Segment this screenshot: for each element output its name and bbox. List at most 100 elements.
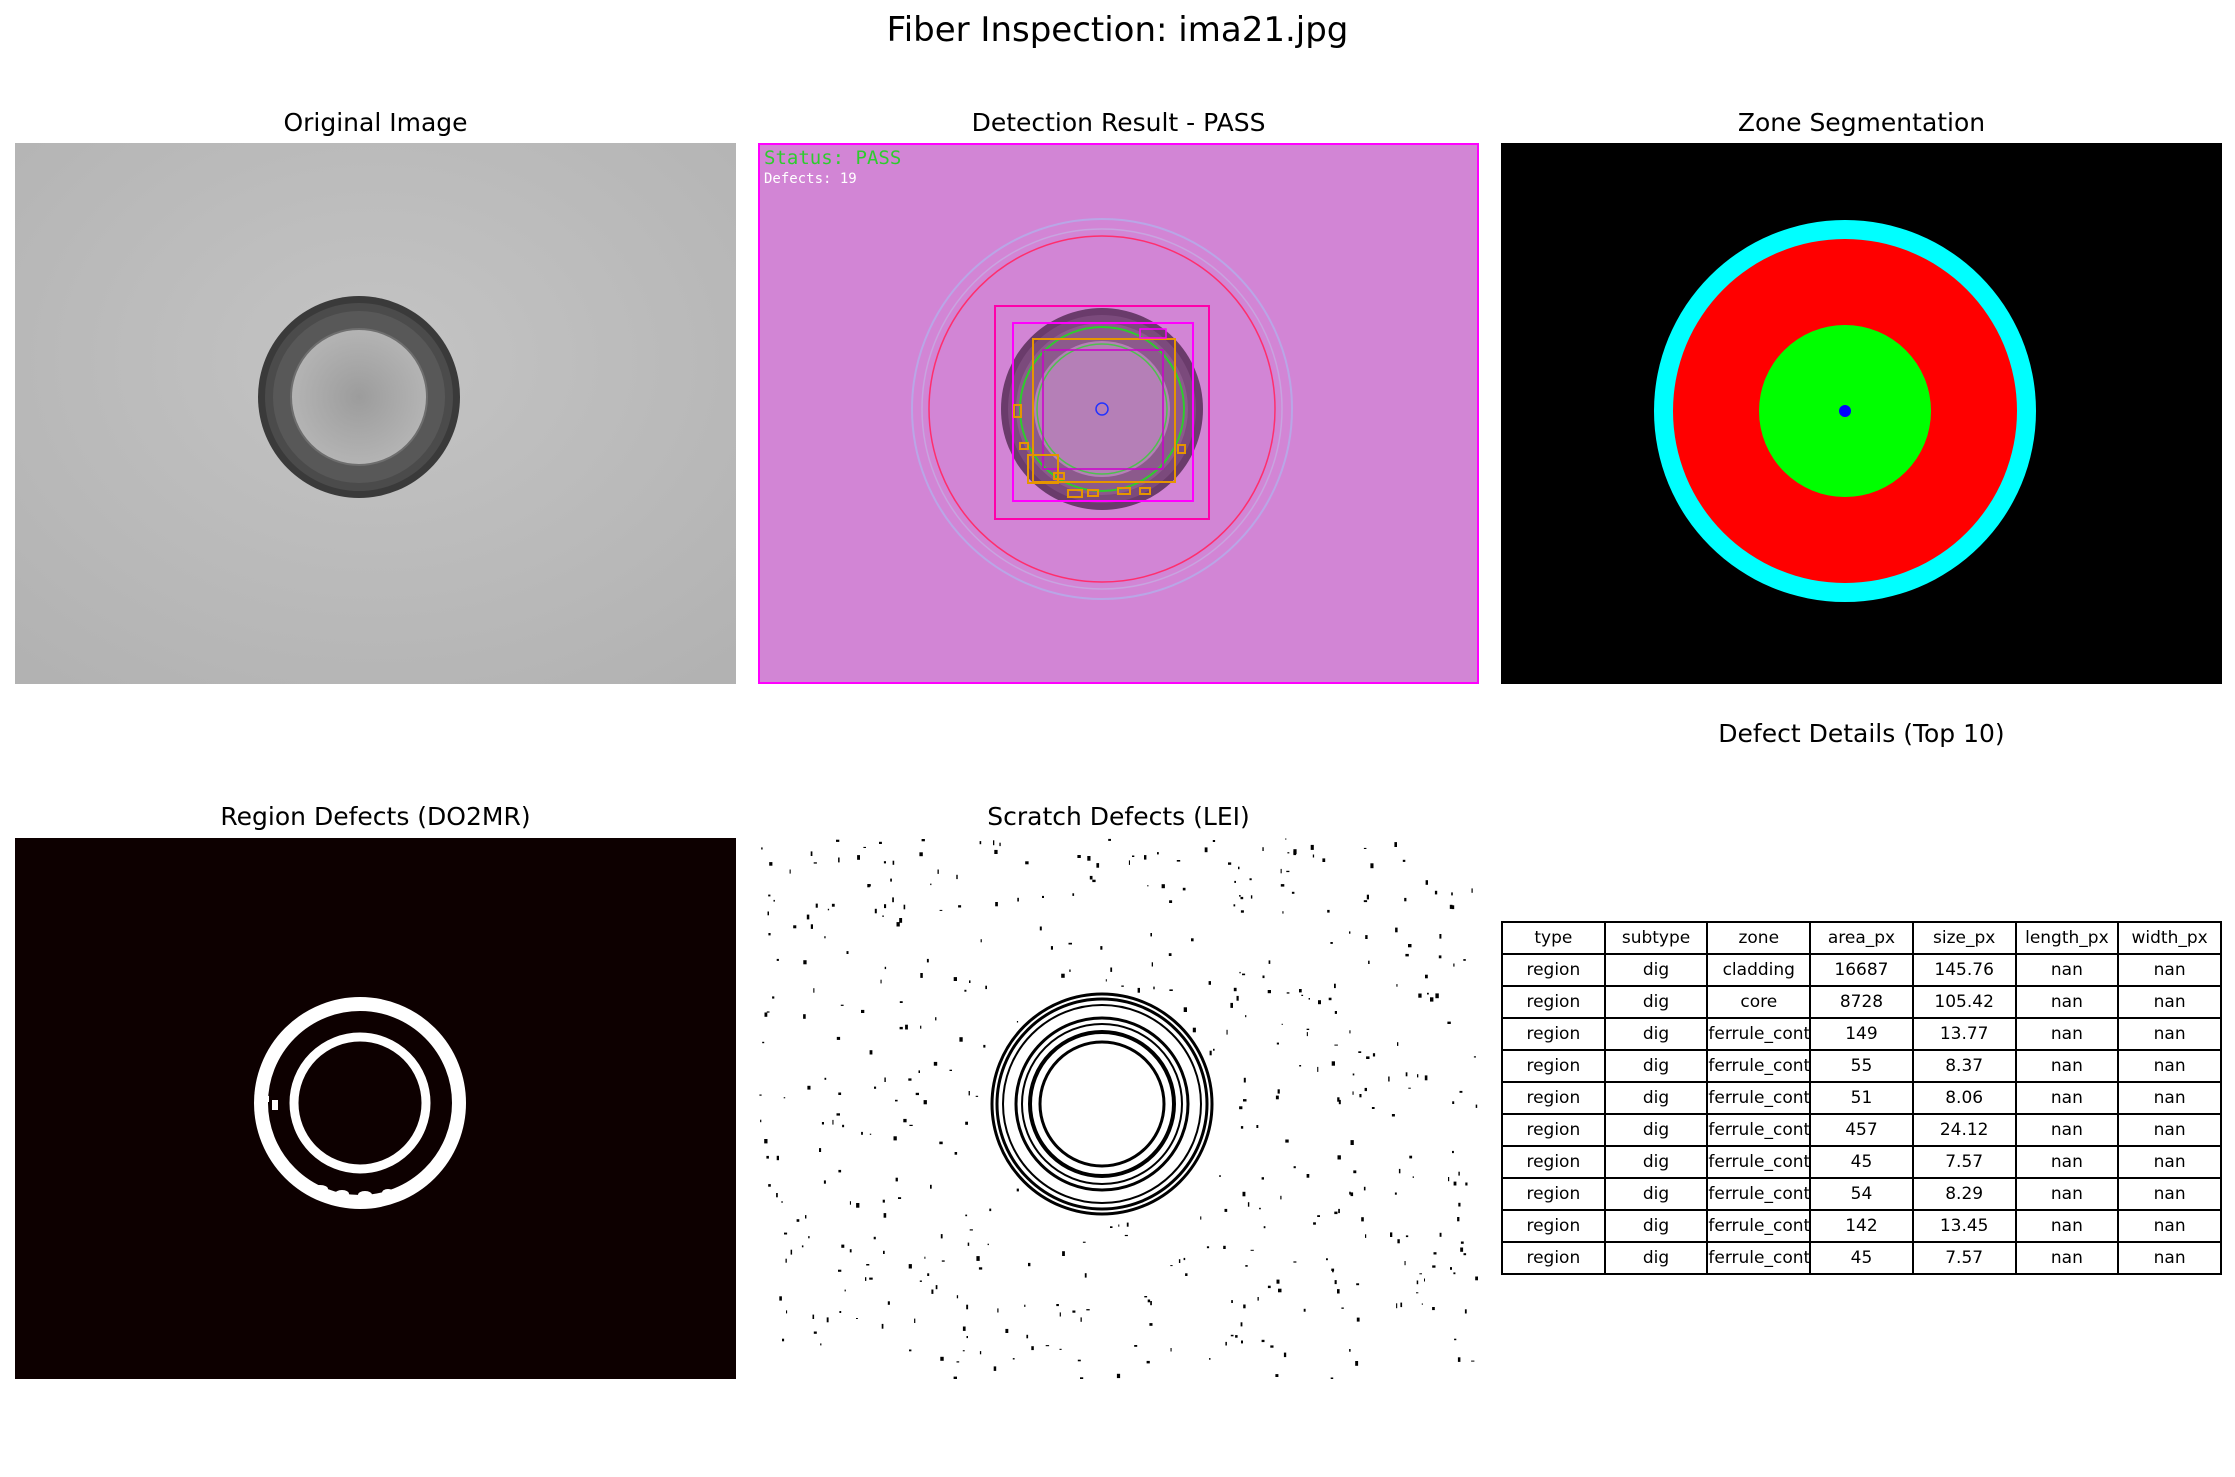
scratch-speck [1144, 1296, 1148, 1298]
scratch-speck [762, 1041, 765, 1044]
scratch-speck [1306, 1028, 1310, 1030]
scratch-speck [808, 1236, 810, 1239]
scratch-ring [1014, 1016, 1190, 1192]
scratch-speck [759, 1094, 762, 1096]
scratch-speck [918, 1070, 920, 1073]
table-header-row: type subtype zone area_px size_px length… [1501, 921, 2222, 955]
table-cell: 8728 [1809, 985, 1914, 1019]
scratch-speck [1473, 1056, 1476, 1058]
scratch-speck [1128, 860, 1130, 865]
scratch-speck [849, 1201, 851, 1205]
scratch-speck [1391, 1114, 1395, 1117]
scratch-speck [899, 1026, 903, 1030]
scratch-speck [1209, 1050, 1212, 1056]
scratch-speck [1306, 1174, 1310, 1178]
scratch-speck [993, 840, 995, 846]
scratch-speck [1262, 847, 1264, 851]
scratch-speck [826, 1317, 829, 1323]
scratch-speck [967, 1242, 970, 1246]
scratch-speck [1056, 1304, 1059, 1307]
scratch-speck [1349, 1349, 1351, 1352]
scratch-speck [1016, 1021, 1019, 1023]
scratch-speck [1096, 863, 1100, 868]
defect-box [1027, 454, 1059, 484]
scratch-speck [975, 1095, 979, 1097]
scratch-speck [1262, 975, 1265, 979]
scratch-speck [1463, 1253, 1467, 1256]
scratch-speck [1182, 887, 1186, 891]
column-header: width_px [2117, 921, 2222, 955]
scratch-speck [953, 1376, 957, 1379]
scratch-speck [920, 1025, 922, 1029]
scratch-speck [1439, 934, 1442, 939]
scratch-speck [861, 1009, 865, 1013]
scratch-speck [1454, 1338, 1457, 1341]
scratch-speck [985, 985, 987, 990]
scratch-speck [965, 1121, 968, 1125]
scratch-speck [1226, 1029, 1228, 1035]
scratch-speck [823, 1180, 826, 1184]
scratch-speck [1359, 1094, 1362, 1098]
detection-result-image: Status: PASS Defects: 19 [758, 143, 1479, 684]
scratch-speck [1077, 1359, 1081, 1362]
scratch-speck [1242, 1191, 1246, 1197]
scratch-speck [1178, 1259, 1181, 1263]
scratch-speck [966, 1336, 968, 1339]
scratch-speck [1225, 1341, 1227, 1346]
scratch-speck [1397, 1042, 1399, 1046]
scratch-speck [1240, 1126, 1244, 1129]
scratch-speck [1293, 850, 1296, 856]
ferrule-boundary-circle [911, 218, 1293, 600]
scratch-speck [989, 1208, 992, 1212]
scratch-speck [1408, 1087, 1411, 1089]
scratch-speck [1400, 1302, 1403, 1308]
scratch-speck [1366, 1056, 1370, 1059]
defects-overlay-text: Defects: 19 [764, 171, 857, 187]
scratch-speck [1235, 1335, 1238, 1338]
scratch-speck [769, 862, 773, 866]
scratch-speck [766, 1011, 770, 1013]
scratch-speck [1334, 1011, 1337, 1014]
table-cell: region [1501, 1113, 1606, 1147]
scratch-ring [1038, 1040, 1166, 1168]
scratch-speck [1416, 1292, 1419, 1294]
scratch-speck [1012, 1358, 1015, 1360]
scratch-speck [909, 1349, 912, 1352]
scratch-speck [867, 884, 870, 888]
scratch-speck [1241, 1340, 1243, 1344]
scratch-speck [892, 860, 895, 865]
scratch-speck [935, 1285, 938, 1290]
scratch-speck [994, 849, 998, 854]
scratch-speck [1464, 1309, 1467, 1314]
scratch-speck [1331, 1268, 1335, 1271]
scratch-speck [884, 1077, 886, 1082]
center-marker [1095, 402, 1109, 416]
scratch-speck [1077, 855, 1081, 858]
scratch-speck [997, 1308, 999, 1313]
scratch-speck [935, 1017, 937, 1021]
scratch-speck [849, 1249, 852, 1253]
scratch-speck [983, 1044, 986, 1048]
scratch-speck [1243, 1077, 1246, 1083]
scratch-speck [937, 869, 939, 874]
scratch-speck [1341, 1307, 1344, 1309]
scratch-speck [908, 1078, 912, 1081]
scratch-speck [926, 958, 929, 963]
scratch-speck [873, 1236, 876, 1240]
scratch-speck [966, 1304, 969, 1310]
table-cell: 7.57 [1911, 1145, 2017, 1179]
scratch-speck [1168, 953, 1172, 956]
scratch-speck [923, 1100, 927, 1105]
table-cell: 45 [1809, 1241, 1914, 1275]
defect-box [1139, 487, 1151, 495]
scratch-speck [1169, 900, 1173, 903]
scratch-speck [1365, 1234, 1367, 1238]
scratch-speck [1245, 1015, 1247, 1018]
scratch-speck [1282, 911, 1284, 914]
scratch-speck [767, 911, 769, 916]
original-image-title: Original Image [283, 108, 468, 137]
scratch-speck [995, 902, 998, 907]
scratch-speck [1310, 844, 1314, 850]
